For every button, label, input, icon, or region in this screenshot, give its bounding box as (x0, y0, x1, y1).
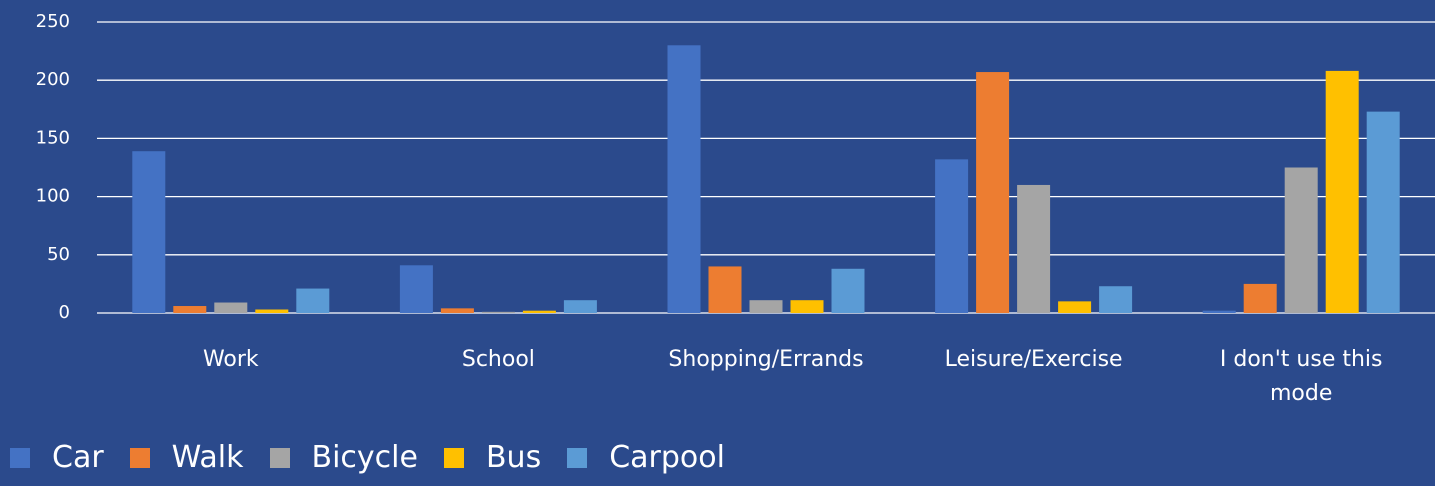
bar (522, 310, 556, 313)
legend-item: Carpool (567, 440, 725, 475)
x-tick-label: Shopping/Errands (668, 347, 864, 372)
y-tick-label: 250 (36, 11, 70, 32)
legend-label: Bicycle (311, 440, 418, 475)
bar (440, 308, 474, 313)
bar (399, 265, 433, 313)
bar (831, 268, 865, 313)
bar (667, 45, 701, 313)
legend-label: Walk (171, 440, 244, 475)
legend-item: Walk (129, 440, 244, 475)
bar (749, 300, 783, 313)
y-tick-label: 150 (36, 127, 70, 148)
bar (790, 300, 824, 313)
bar (1017, 184, 1051, 313)
bar (1202, 310, 1236, 313)
bar (935, 159, 969, 313)
x-tick-label: I don't use this mode (1219, 347, 1383, 406)
legend-swatch (443, 447, 464, 468)
legend-label: Car (52, 440, 104, 475)
bar (1243, 283, 1277, 313)
bar (1325, 70, 1359, 313)
legend-label: Carpool (609, 440, 725, 475)
bar (132, 151, 166, 313)
bar (173, 306, 207, 313)
bar (481, 311, 515, 313)
x-tick-label: Work (202, 347, 259, 372)
bar (1366, 111, 1400, 314)
bar (1284, 167, 1318, 313)
bar (563, 300, 597, 313)
legend: Car Walk Bicycle Bus Carpool (10, 440, 751, 475)
bar (214, 302, 248, 313)
bar (255, 309, 289, 313)
bar (976, 72, 1010, 313)
legend-label: Bus (485, 440, 542, 475)
y-tick-label: 200 (36, 69, 70, 90)
x-tick-label: Leisure/Exercise (944, 347, 1123, 372)
bar (708, 266, 742, 313)
legend-swatch (567, 447, 588, 468)
x-tick-label: School (461, 347, 535, 372)
legend-swatch (129, 447, 150, 468)
legend-item: Bicycle (269, 440, 418, 475)
y-tick-label: 100 (36, 186, 70, 207)
legend-swatch (269, 447, 290, 468)
y-tick-label: 0 (59, 302, 70, 323)
legend-item: Bus (443, 440, 542, 475)
legend-item: Car (10, 440, 104, 475)
y-tick-label: 50 (47, 244, 70, 265)
legend-swatch (10, 447, 30, 468)
bar (296, 288, 330, 313)
bar (1099, 286, 1133, 313)
bar (1058, 301, 1092, 313)
